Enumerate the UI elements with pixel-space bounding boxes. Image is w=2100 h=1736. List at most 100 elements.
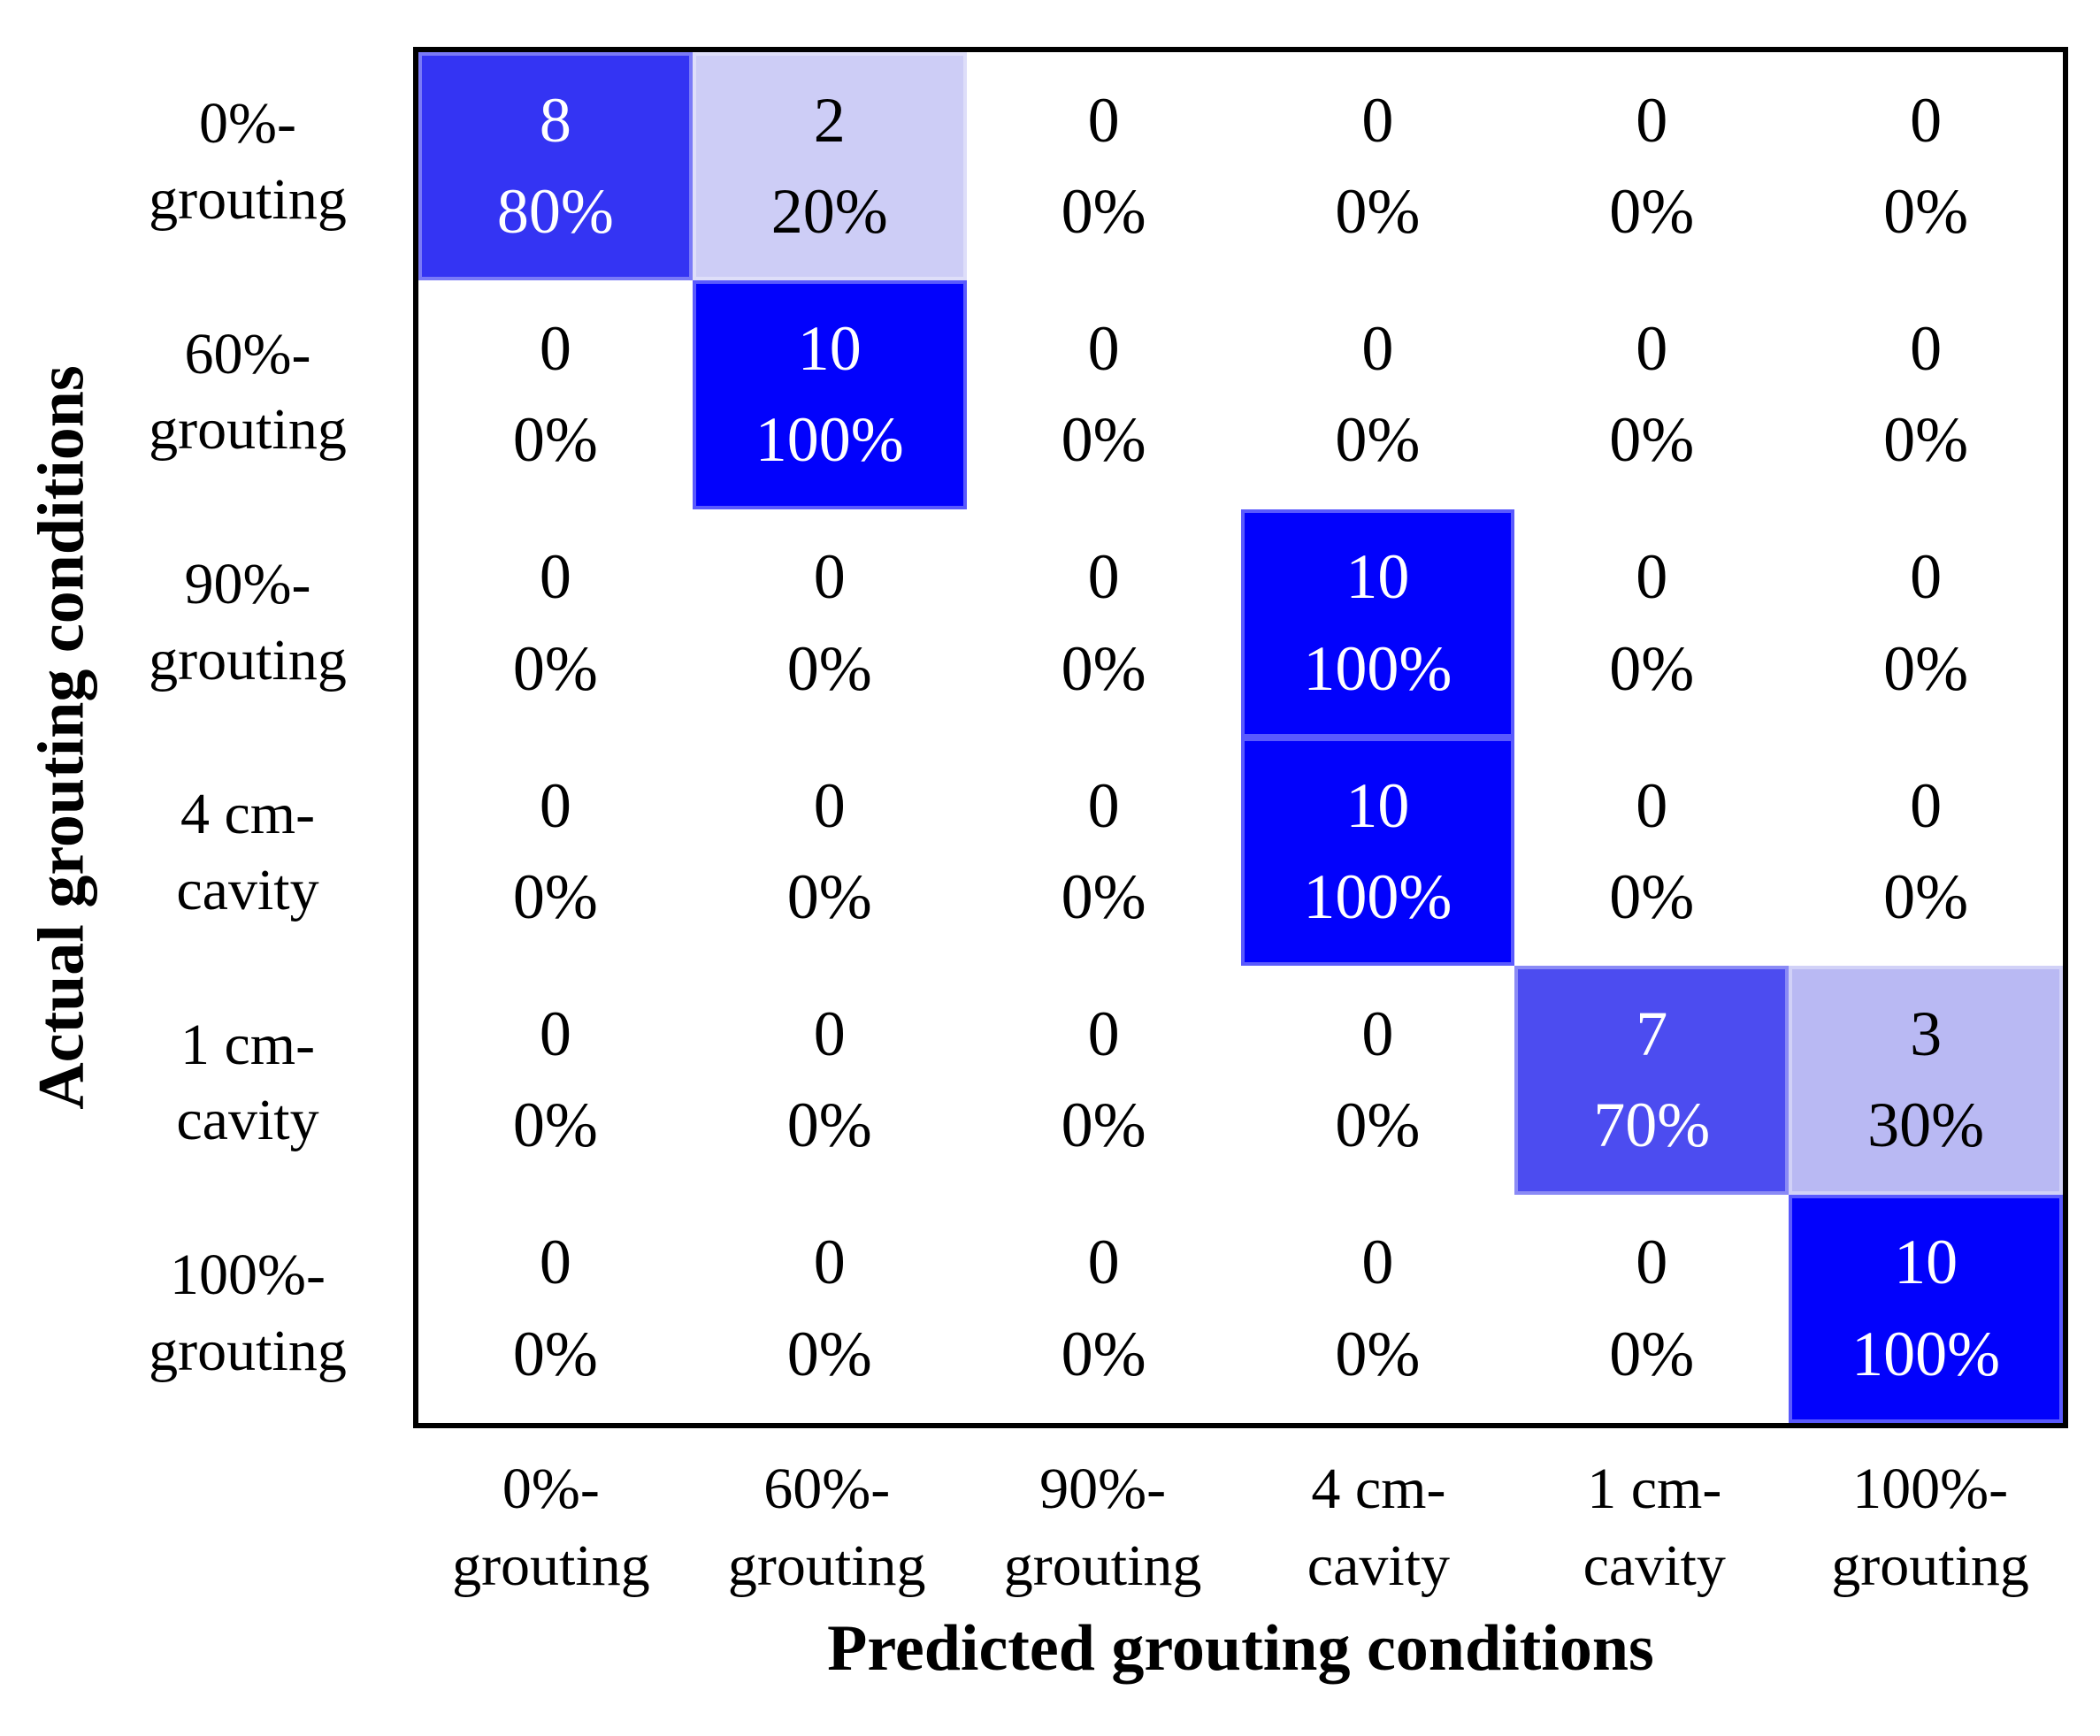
col-label-line1: 90%-	[1039, 1457, 1167, 1521]
matrix-cell-r2c4: 0 0%	[1514, 509, 1790, 738]
cell-count: 3	[1910, 998, 1943, 1069]
cell-count: 0	[1636, 312, 1668, 384]
col-label-line2: grouting	[727, 1533, 926, 1599]
cell-percent: 0%	[512, 1090, 598, 1161]
col-label-line1: 4 cm-	[1311, 1457, 1446, 1521]
matrix-cell-r4c2: 0 0%	[966, 966, 1241, 1195]
cell-count: 8	[539, 84, 571, 156]
row-label-line2: grouting	[149, 397, 347, 463]
matrix-cell-r1c2: 0 0%	[966, 280, 1241, 509]
row-label-line1: 1 cm-	[180, 1012, 316, 1077]
matrix-cell-r2c5: 0 0%	[1789, 509, 2063, 738]
matrix-cell-r4c3: 0 0%	[1240, 966, 1515, 1195]
matrix-cell-r2c2: 0 0%	[966, 509, 1241, 738]
col-label-line1: 60%-	[763, 1457, 891, 1521]
matrix-cell-r3c5: 0 0%	[1789, 738, 2063, 967]
cell-count: 0	[1636, 84, 1668, 156]
cell-percent: 0%	[1883, 632, 1969, 704]
matrix-cell-r1c5: 0 0%	[1789, 280, 2063, 509]
cell-count: 0	[1636, 541, 1668, 613]
cell-percent: 0%	[1609, 1318, 1695, 1389]
cell-count: 0	[813, 998, 846, 1069]
cell-count: 0	[1087, 541, 1120, 613]
cell-count: 0	[1361, 312, 1394, 384]
matrix-cell-r5c5: 10 100%	[1789, 1194, 2063, 1423]
col-label-line2: cavity	[1583, 1533, 1726, 1599]
confusion-matrix-grid: 8 80% 2 20% 0 0% 0 0% 0 0% 0 0% 0 0% 10 100% 0 0%…	[413, 47, 2068, 1428]
matrix-cell-r3c1: 0 0%	[692, 738, 967, 967]
cell-count: 0	[1910, 769, 1943, 841]
row-label-line2: cavity	[176, 1088, 319, 1153]
cell-count: 0	[1636, 1227, 1668, 1298]
row-label-60-grouting: 60%- grouting	[88, 277, 407, 507]
cell-percent: 0%	[1609, 404, 1695, 476]
cell-percent: 70%	[1593, 1090, 1711, 1161]
matrix-cell-r4c4: 7 70%	[1514, 966, 1790, 1195]
row-label-line1: 0%-	[199, 91, 296, 157]
matrix-cell-r5c0: 0 0%	[418, 1194, 693, 1423]
matrix-cell-r0c0: 8 80%	[418, 52, 693, 281]
cell-percent: 0%	[512, 632, 598, 704]
cell-count: 0	[1087, 312, 1120, 384]
cell-percent: 80%	[496, 176, 614, 248]
matrix-cell-r1c3: 0 0%	[1240, 280, 1515, 509]
cell-count: 0	[1087, 84, 1120, 156]
matrix-cell-r4c0: 0 0%	[418, 966, 693, 1195]
cell-percent: 0%	[1609, 176, 1695, 248]
cell-count: 0	[1087, 998, 1120, 1069]
cell-percent: 0%	[512, 1318, 598, 1389]
matrix-cell-r0c3: 0 0%	[1240, 52, 1515, 281]
cell-count: 0	[539, 541, 571, 613]
cell-count: 2	[813, 84, 846, 156]
cell-count: 0	[539, 998, 571, 1069]
cell-percent: 0%	[786, 632, 872, 704]
row-label-line1: 100%-	[170, 1243, 326, 1308]
cell-percent: 0%	[1883, 404, 1969, 476]
cell-percent: 100%	[1303, 861, 1452, 933]
cell-percent: 0%	[512, 861, 598, 933]
col-label-line2: cavity	[1307, 1533, 1451, 1599]
matrix-cell-r0c5: 0 0%	[1789, 52, 2063, 281]
matrix-cell-r5c1: 0 0%	[692, 1194, 967, 1423]
cell-percent: 0%	[1335, 1318, 1421, 1389]
col-label-line2: grouting	[1831, 1533, 2029, 1599]
cell-count: 0	[539, 312, 571, 384]
cell-percent: 0%	[512, 404, 598, 476]
cell-count: 10	[1894, 1227, 1958, 1298]
cell-count: 10	[1345, 541, 1410, 613]
row-label-4cm-cavity: 4 cm-cavity	[88, 738, 407, 967]
matrix-cell-r0c4: 0 0%	[1514, 52, 1790, 281]
cell-count: 10	[797, 312, 862, 384]
row-label-line1: 60%-	[184, 321, 311, 386]
cell-percent: 0%	[1061, 404, 1146, 476]
col-label-100-grouting: 100%- grouting	[1792, 1450, 2068, 1604]
cell-percent: 20%	[770, 176, 888, 248]
matrix-cell-r5c2: 0 0%	[966, 1194, 1241, 1423]
cell-count: 0	[1361, 998, 1394, 1069]
matrix-cell-r1c0: 0 0%	[418, 280, 693, 509]
row-label-line1: 4 cm-	[180, 782, 316, 847]
cell-percent: 0%	[786, 1318, 872, 1389]
row-label-line2: grouting	[149, 167, 347, 233]
cell-percent: 0%	[1883, 176, 1969, 248]
cell-count: 0	[1361, 84, 1394, 156]
x-axis-tick-labels: 0%- grouting 60%- grouting 90%- grouting 4 …	[413, 1450, 2068, 1604]
cell-count: 0	[813, 541, 846, 613]
cell-percent: 0%	[1335, 1090, 1421, 1161]
matrix-cell-r3c4: 0 0%	[1514, 738, 1790, 967]
col-label-line1: 0%-	[502, 1457, 600, 1521]
cell-count: 0	[1087, 769, 1120, 841]
matrix-cell-r0c2: 0 0%	[966, 52, 1241, 281]
col-label-60-grouting: 60%- grouting	[689, 1450, 965, 1604]
row-label-line2: grouting	[149, 1318, 347, 1383]
cell-percent: 0%	[1061, 1090, 1146, 1161]
col-label-90-grouting: 90%- grouting	[965, 1450, 1241, 1604]
cell-count: 0	[1910, 84, 1943, 156]
row-label-90-grouting: 90%- grouting	[88, 508, 407, 738]
matrix-cell-r3c3: 10 100%	[1240, 738, 1515, 967]
matrix-cell-r3c2: 0 0%	[966, 738, 1241, 967]
cell-percent: 0%	[786, 861, 872, 933]
col-label-4cm-cavity: 4 cm-cavity	[1241, 1450, 1517, 1604]
cell-percent: 30%	[1867, 1090, 1985, 1161]
row-label-1cm-cavity: 1 cm-cavity	[88, 967, 407, 1197]
